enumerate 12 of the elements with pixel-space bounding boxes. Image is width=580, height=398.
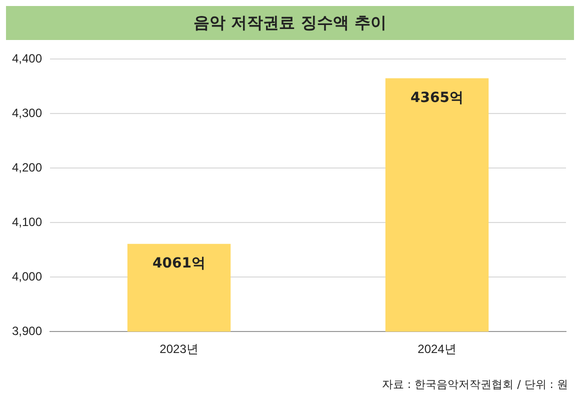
y-tick-label: 4,100 — [12, 214, 42, 229]
y-tick-label: 3,900 — [12, 324, 42, 338]
y-tick-label: 4,400 — [12, 52, 42, 66]
y-tick-label: 4,000 — [12, 269, 42, 284]
data-label: 4365억 — [410, 90, 464, 106]
text: 자료 : 한국음악저작권협회 / 단위 : 원 — [382, 377, 568, 392]
y-tick-label: 4,300 — [12, 106, 42, 120]
y-tick-label: 4,200 — [12, 160, 42, 174]
data-label: 4061억 — [152, 256, 206, 272]
x-tick-label: 2024년 — [418, 342, 456, 356]
x-tick-label: 2023년 — [160, 342, 198, 356]
chart-title: 음악 저작권료 징수액 추이 — [6, 6, 574, 40]
